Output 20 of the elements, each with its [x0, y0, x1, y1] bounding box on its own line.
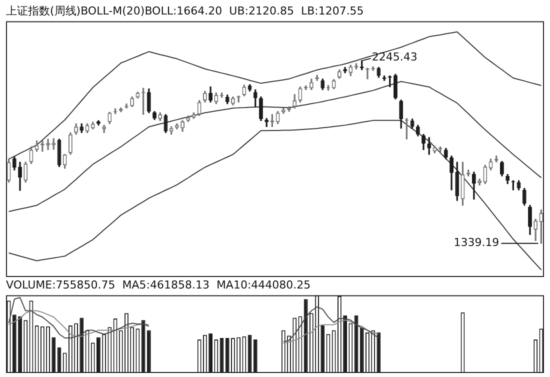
candlestick [422, 134, 426, 150]
candlestick [231, 96, 235, 106]
candlestick [539, 210, 544, 244]
candlestick [18, 162, 22, 191]
candlestick [152, 111, 156, 120]
candlestick [450, 156, 454, 190]
candlestick [500, 161, 504, 176]
candlestick [528, 204, 532, 235]
candlestick [259, 96, 263, 121]
chart-title: VOLUME:755850.75 MA5:461858.13 MA10:444080.25 [6, 278, 311, 292]
candlestick [6, 158, 11, 183]
annotation: 1339.19 [454, 236, 500, 250]
annotation: 2245.43 [372, 50, 418, 64]
candlestick [136, 92, 140, 98]
candlestick [46, 138, 50, 150]
candlestick [180, 120, 184, 132]
chart-title: 上证指数(周线)BOLL-M(20)BOLL:1664.20 UB:2120.85 LB:1207.55 [6, 4, 364, 18]
candlestick [276, 111, 280, 124]
candlestick [410, 118, 414, 129]
candlestick [394, 74, 398, 100]
